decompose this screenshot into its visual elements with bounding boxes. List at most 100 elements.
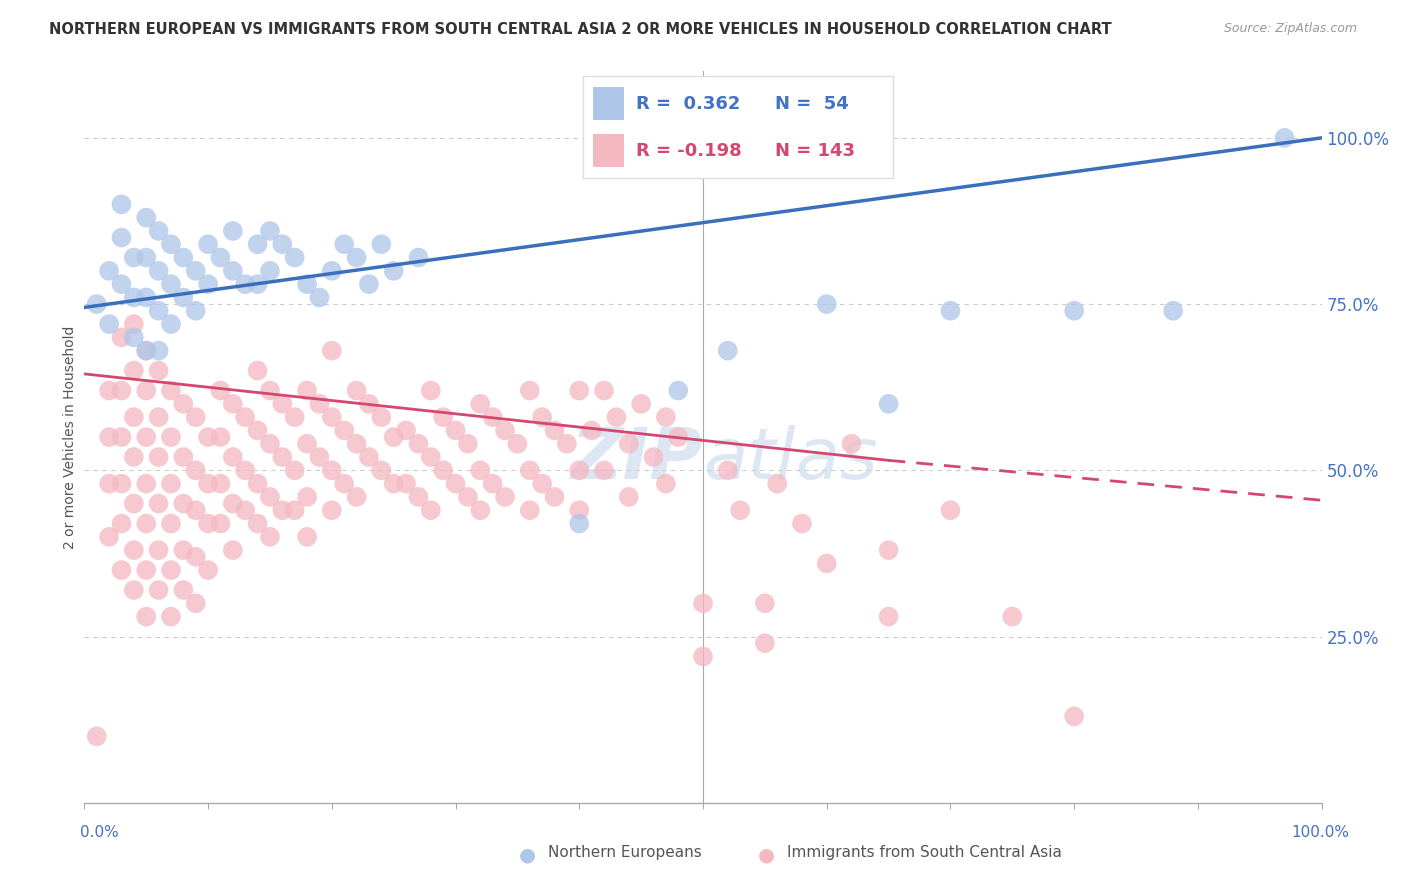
Point [766, 476, 789, 491]
Point [877, 609, 900, 624]
Point [246, 277, 269, 292]
Text: Immigrants from South Central Asia: Immigrants from South Central Asia [787, 845, 1063, 860]
Point [271, 397, 294, 411]
Point [877, 543, 900, 558]
Text: atlas: atlas [703, 425, 877, 493]
Point [271, 450, 294, 464]
Point [271, 237, 294, 252]
Point [1001, 609, 1024, 624]
Point [122, 410, 145, 425]
Point [172, 397, 194, 411]
Point [148, 543, 170, 558]
Point [122, 497, 145, 511]
Text: N = 143: N = 143 [775, 142, 855, 160]
Point [815, 297, 838, 311]
Point [531, 476, 554, 491]
Point [692, 649, 714, 664]
Point [135, 343, 157, 358]
Point [110, 330, 132, 344]
Point [197, 476, 219, 491]
Point [172, 543, 194, 558]
Point [135, 211, 157, 225]
Point [815, 557, 838, 571]
Point [408, 251, 430, 265]
Point [160, 384, 183, 398]
Point [160, 237, 183, 252]
Point [122, 317, 145, 331]
Point [122, 543, 145, 558]
Point [321, 264, 343, 278]
Point [135, 384, 157, 398]
Point [321, 503, 343, 517]
Point [370, 463, 392, 477]
Point [419, 450, 441, 464]
Point [333, 424, 356, 438]
Point [408, 436, 430, 450]
Point [308, 450, 330, 464]
Point [209, 384, 232, 398]
Point [457, 490, 479, 504]
Point [666, 384, 689, 398]
Point [148, 582, 170, 597]
Point [655, 410, 678, 425]
Point [321, 343, 343, 358]
Point [259, 436, 281, 450]
Point [395, 476, 418, 491]
Point [481, 476, 503, 491]
Text: ZIP: ZIP [571, 425, 703, 493]
Point [617, 436, 640, 450]
Point [568, 384, 591, 398]
Text: Source: ZipAtlas.com: Source: ZipAtlas.com [1223, 22, 1357, 36]
Point [110, 476, 132, 491]
Point [494, 424, 516, 438]
Point [295, 490, 318, 504]
Point [370, 410, 392, 425]
Point [246, 424, 269, 438]
Point [222, 450, 245, 464]
Point [284, 410, 307, 425]
Point [519, 463, 541, 477]
Point [184, 303, 207, 318]
Point [593, 384, 616, 398]
Point [222, 224, 245, 238]
Point [160, 516, 183, 531]
Point [172, 251, 194, 265]
Point [543, 490, 565, 504]
Point [148, 363, 170, 377]
Point [197, 516, 219, 531]
Point [184, 503, 207, 517]
Point [86, 729, 108, 743]
Point [259, 264, 281, 278]
Point [790, 516, 813, 531]
Point [246, 237, 269, 252]
Text: Northern Europeans: Northern Europeans [548, 845, 702, 860]
Point [122, 330, 145, 344]
Point [605, 410, 627, 425]
Point [295, 384, 318, 398]
Point [555, 436, 578, 450]
Point [457, 436, 479, 450]
Point [444, 476, 467, 491]
Point [160, 476, 183, 491]
Point [184, 410, 207, 425]
Point [284, 503, 307, 517]
Point [148, 450, 170, 464]
Point [148, 264, 170, 278]
Point [135, 609, 157, 624]
Point [568, 503, 591, 517]
Point [197, 277, 219, 292]
Point [148, 410, 170, 425]
Text: 100.0%: 100.0% [1292, 825, 1350, 840]
Point [531, 410, 554, 425]
Point [259, 224, 281, 238]
Point [209, 430, 232, 444]
Point [630, 397, 652, 411]
Point [271, 503, 294, 517]
Point [1063, 709, 1085, 723]
Point [333, 476, 356, 491]
Point [160, 277, 183, 292]
Point [382, 430, 405, 444]
Point [209, 476, 232, 491]
Point [233, 463, 256, 477]
Point [568, 516, 591, 531]
